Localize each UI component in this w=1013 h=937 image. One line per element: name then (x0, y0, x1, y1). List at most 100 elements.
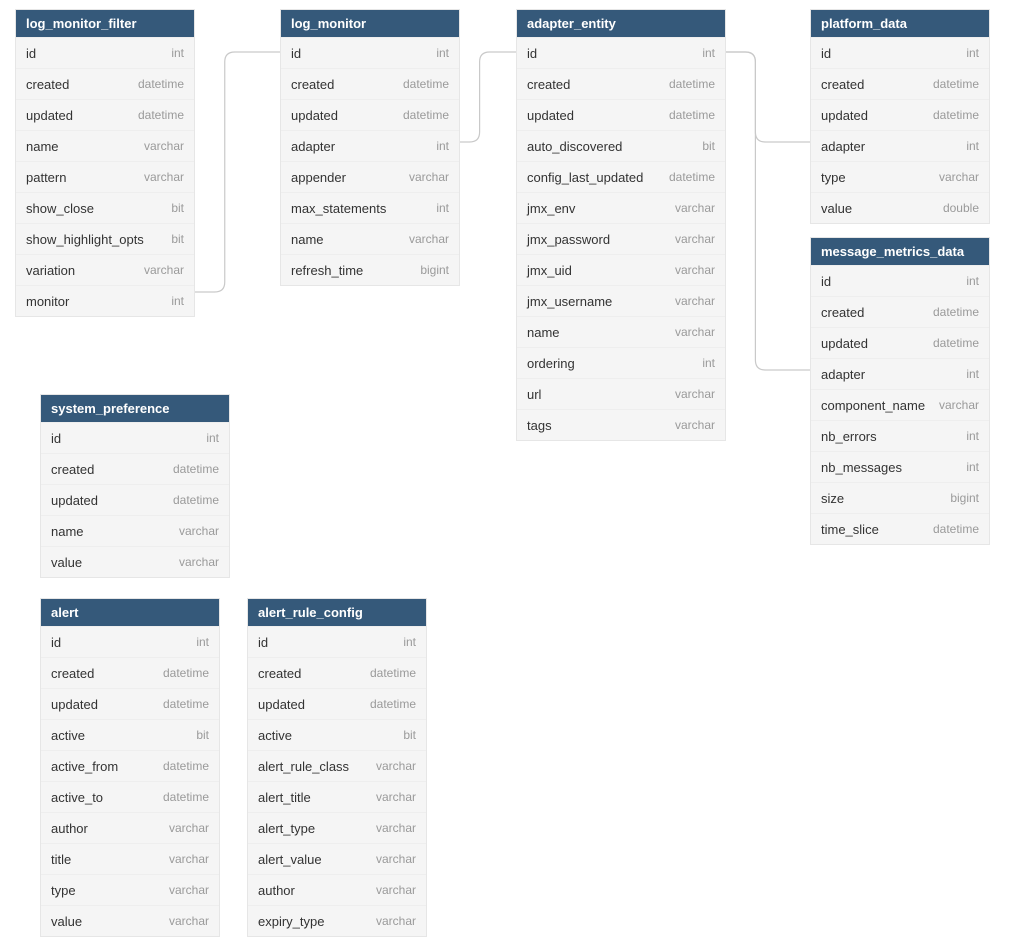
column-type: int (196, 635, 209, 649)
table-row: urlvarchar (517, 378, 725, 409)
column-name: time_slice (821, 522, 879, 537)
table-row: createddatetime (16, 68, 194, 99)
column-name: alert_value (258, 852, 322, 867)
table-row: adapterint (811, 130, 989, 161)
column-name: id (258, 635, 268, 650)
column-name: value (51, 555, 82, 570)
column-type: int (702, 46, 715, 60)
table-row: createddatetime (517, 68, 725, 99)
table-row: value double (811, 192, 989, 223)
column-type: datetime (173, 493, 219, 507)
column-type: bigint (950, 491, 979, 505)
column-type: varchar (409, 232, 449, 246)
column-type: bit (171, 201, 184, 215)
table-row: namevarchar (16, 130, 194, 161)
column-type: int (966, 367, 979, 381)
column-type: bit (702, 139, 715, 153)
table-row: updateddatetime (41, 688, 219, 719)
column-name: variation (26, 263, 75, 278)
column-type: datetime (403, 108, 449, 122)
table-row: nb_messagesint (811, 451, 989, 482)
column-type: varchar (376, 790, 416, 804)
column-name: show_close (26, 201, 94, 216)
table-row: show_highlight_optsbit (16, 223, 194, 254)
column-name: value (821, 201, 852, 216)
column-type: datetime (403, 77, 449, 91)
column-name: name (51, 524, 84, 539)
column-name: id (26, 46, 36, 61)
column-type: int (966, 46, 979, 60)
column-name: alert_title (258, 790, 311, 805)
table-row: size bigint (811, 482, 989, 513)
relationship-edge (726, 52, 810, 370)
column-type: datetime (933, 336, 979, 350)
column-name: jmx_uid (527, 263, 572, 278)
column-name: alert_type (258, 821, 315, 836)
table-row: refresh_timebigint (281, 254, 459, 285)
column-type: double (943, 201, 979, 215)
column-type: datetime (138, 108, 184, 122)
column-name: nb_messages (821, 460, 902, 475)
table-row: activebit (248, 719, 426, 750)
column-name: active_from (51, 759, 118, 774)
column-type: varchar (169, 852, 209, 866)
table-row: authorvarchar (41, 812, 219, 843)
column-name: author (258, 883, 295, 898)
column-name: ordering (527, 356, 575, 371)
table-row: createddatetime (811, 296, 989, 327)
column-type: varchar (376, 914, 416, 928)
column-name: size (821, 491, 844, 506)
table-row: orderingint (517, 347, 725, 378)
column-name: created (821, 305, 864, 320)
table-platform_data: platform_dataidintcreateddatetimeupdated… (810, 9, 990, 224)
column-type: datetime (163, 790, 209, 804)
column-type: varchar (376, 759, 416, 773)
column-type: varchar (376, 883, 416, 897)
column-name: jmx_password (527, 232, 610, 247)
column-name: id (821, 274, 831, 289)
table-adapter_entity: adapter_entityidintcreateddatetimeupdate… (516, 9, 726, 441)
table-row: typevarchar (811, 161, 989, 192)
table-row: alert_title varchar (248, 781, 426, 812)
column-name: adapter (291, 139, 335, 154)
column-name: updated (51, 493, 98, 508)
column-name: nb_errors (821, 429, 877, 444)
table-row: updateddatetime (517, 99, 725, 130)
table-row: jmx_usernamevarchar (517, 285, 725, 316)
table-row: idint (811, 265, 989, 296)
column-name: max_statements (291, 201, 386, 216)
column-type: int (436, 139, 449, 153)
table-row: jmx_envvarchar (517, 192, 725, 223)
column-name: name (26, 139, 59, 154)
table-row: time_slice datetime (811, 513, 989, 544)
column-type: datetime (933, 522, 979, 536)
relationship-edge (195, 52, 280, 292)
table-log_monitor_filter: log_monitor_filteridintcreateddatetimeup… (15, 9, 195, 317)
table-row: nb_errorsint (811, 420, 989, 451)
column-type: int (171, 294, 184, 308)
column-type: datetime (669, 77, 715, 91)
table-row: idint (248, 626, 426, 657)
table-row: patternvarchar (16, 161, 194, 192)
column-type: datetime (163, 759, 209, 773)
column-name: show_highlight_opts (26, 232, 144, 247)
column-name: expiry_type (258, 914, 324, 929)
table-row: variationvarchar (16, 254, 194, 285)
column-type: varchar (169, 914, 209, 928)
column-type: varchar (675, 232, 715, 246)
table-header: platform_data (811, 10, 989, 37)
table-row: activebit (41, 719, 219, 750)
table-row: expiry_type varchar (248, 905, 426, 936)
table-alert: alertidintcreateddatetimeupdateddatetime… (40, 598, 220, 937)
table-row: idint (811, 37, 989, 68)
column-type: varchar (169, 821, 209, 835)
table-header: alert (41, 599, 219, 626)
column-type: datetime (370, 697, 416, 711)
table-header: alert_rule_config (248, 599, 426, 626)
column-name: type (51, 883, 76, 898)
column-type: varchar (376, 821, 416, 835)
erd-canvas: log_monitor_filteridintcreateddatetimeup… (0, 0, 1013, 928)
column-type: int (206, 431, 219, 445)
column-name: adapter (821, 139, 865, 154)
column-name: config_last_updated (527, 170, 643, 185)
